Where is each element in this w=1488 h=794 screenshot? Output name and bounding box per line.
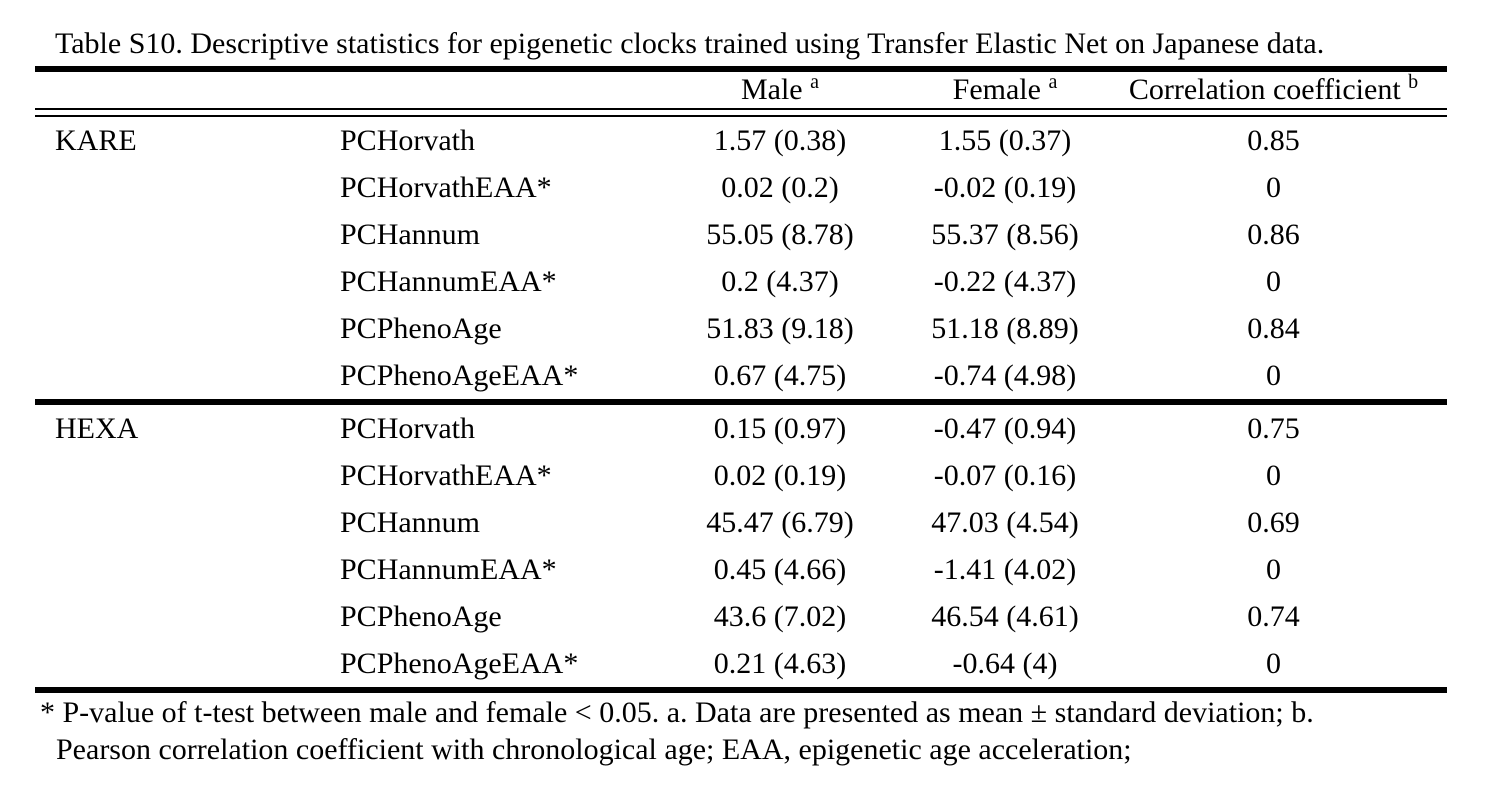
female-value-cell: 1.55 (0.37) (938, 123, 1072, 157)
header-double-rule (35, 108, 1447, 117)
correlation-value-cell: 0 (1266, 458, 1281, 492)
clock-cell: PCHorvathEAA* (340, 170, 552, 204)
table-footnote: * P-value of t-test between male and fem… (40, 694, 1314, 768)
male-superscript: a (810, 71, 820, 93)
column-header-male: Male a (740, 71, 820, 106)
clock-cell: PCPhenoAgeEAA* (340, 646, 579, 680)
table-row: PCPhenoAgeEAA* 0.21 (4.63) -0.64 (4) 0 (35, 640, 1447, 687)
male-value-cell: 0.02 (0.19) (713, 458, 847, 492)
table-caption: Table S10. Descriptive statistics for ep… (55, 27, 1325, 60)
clock-cell: PCHannumEAA* (340, 264, 557, 298)
correlation-value-cell: 0.86 (1247, 217, 1300, 251)
correlation-value-cell: 0 (1266, 646, 1281, 680)
clock-cell: PCHorvathEAA* (340, 458, 552, 492)
correlation-value-cell: 0 (1266, 170, 1281, 204)
male-value-cell: 45.47 (6.79) (706, 505, 854, 539)
female-value-cell: 55.37 (8.56) (931, 217, 1079, 251)
clock-cell: PCHannumEAA* (340, 552, 557, 586)
table-row: KARE PCHorvath 1.57 (0.38) 1.55 (0.37) 0… (35, 117, 1447, 164)
clock-cell: PCHorvath (340, 411, 475, 445)
male-value-cell: 0.67 (4.75) (713, 358, 847, 392)
male-value-cell: 0.02 (0.2) (721, 170, 839, 204)
female-value-cell: -0.02 (0.19) (933, 170, 1077, 204)
female-value-cell: -1.41 (4.02) (933, 552, 1077, 586)
clock-cell: PCHorvath (340, 123, 475, 157)
male-value-cell: 1.57 (0.38) (713, 123, 847, 157)
female-value-cell: 51.18 (8.89) (931, 311, 1079, 345)
clock-cell: PCPhenoAge (340, 311, 502, 345)
table-top-rule (35, 66, 1447, 72)
male-value-cell: 0.2 (4.37) (721, 264, 839, 298)
male-value-cell: 0.15 (0.97) (713, 411, 847, 445)
female-value-cell: -0.47 (0.94) (933, 411, 1077, 445)
female-value-cell: 47.03 (4.54) (931, 505, 1079, 539)
table-bottom-rule (35, 687, 1447, 693)
correlation-value-cell: 0 (1266, 552, 1281, 586)
table-row: PCPhenoAge 51.83 (9.18) 51.18 (8.89) 0.8… (35, 305, 1447, 352)
column-header-female: Female a (952, 71, 1058, 106)
table-row: PCHannum 45.47 (6.79) 47.03 (4.54) 0.69 (35, 499, 1447, 546)
clock-cell: PCHannum (340, 505, 481, 539)
group-cell: HEXA (55, 411, 139, 445)
male-value-cell: 0.21 (4.63) (713, 646, 847, 680)
table-row: PCPhenoAge 43.6 (7.02) 46.54 (4.61) 0.74 (35, 593, 1447, 640)
data-table: Male a Female a Correlation coefficient … (35, 66, 1447, 693)
female-value-cell: -0.22 (4.37) (933, 264, 1077, 298)
column-header-correlation: Correlation coefficient b (1128, 71, 1419, 106)
clock-cell: PCHannum (340, 217, 481, 251)
table-row: PCPhenoAgeEAA* 0.67 (4.75) -0.74 (4.98) … (35, 352, 1447, 399)
clock-cell: PCPhenoAgeEAA* (340, 358, 579, 392)
female-superscript: a (1048, 71, 1058, 93)
male-value-cell: 51.83 (9.18) (706, 311, 854, 345)
male-value-cell: 0.45 (4.66) (713, 552, 847, 586)
clock-cell: PCPhenoAge (340, 599, 502, 633)
section-divider-rule (35, 399, 1447, 405)
table-row: PCHorvathEAA* 0.02 (0.19) -0.07 (0.16) 0 (35, 452, 1447, 499)
table-row: PCHannumEAA* 0.2 (4.37) -0.22 (4.37) 0 (35, 258, 1447, 305)
footnote-line-2: Pearson correlation coefficient with chr… (56, 733, 1132, 766)
footnote-line-1: * P-value of t-test between male and fem… (40, 696, 1314, 729)
correlation-value-cell: 0 (1266, 264, 1281, 298)
female-value-cell: -0.64 (4) (952, 646, 1058, 680)
female-value-cell: 46.54 (4.61) (931, 599, 1079, 633)
table-row: HEXA PCHorvath 0.15 (0.97) -0.47 (0.94) … (35, 405, 1447, 452)
table-row: PCHorvathEAA* 0.02 (0.2) -0.02 (0.19) 0 (35, 164, 1447, 211)
group-cell: KARE (55, 123, 137, 157)
correlation-value-cell: 0.74 (1247, 599, 1300, 633)
table-row: PCHannum 55.05 (8.78) 55.37 (8.56) 0.86 (35, 211, 1447, 258)
correlation-value-cell: 0.75 (1247, 411, 1300, 445)
correlation-value-cell: 0.69 (1247, 505, 1300, 539)
correlation-value-cell: 0 (1266, 358, 1281, 392)
male-value-cell: 43.6 (7.02) (713, 599, 847, 633)
male-value-cell: 55.05 (8.78) (706, 217, 854, 251)
table-row: PCHannumEAA* 0.45 (4.66) -1.41 (4.02) 0 (35, 546, 1447, 593)
correlation-value-cell: 0.84 (1247, 311, 1300, 345)
female-value-cell: -0.07 (0.16) (933, 458, 1077, 492)
female-value-cell: -0.74 (4.98) (933, 358, 1077, 392)
correlation-value-cell: 0.85 (1247, 123, 1300, 157)
table-header-row: Male a Female a Correlation coefficient … (35, 72, 1447, 108)
correlation-superscript: b (1408, 71, 1419, 93)
